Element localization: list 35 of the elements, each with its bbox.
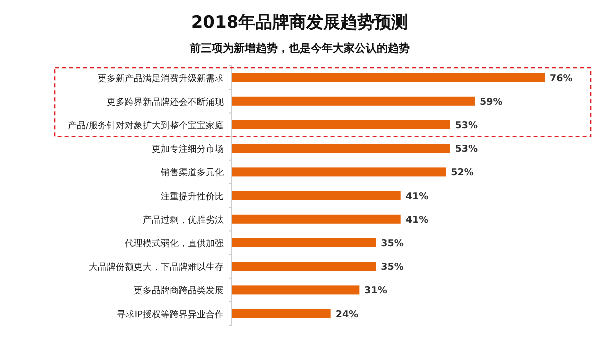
bar bbox=[232, 73, 545, 82]
bar bbox=[232, 144, 450, 154]
chart-title: 2018年品牌商发展趋势预测 bbox=[191, 13, 409, 33]
y-tick-label: 代理模式弱化，直供加强 bbox=[124, 238, 224, 250]
bar bbox=[232, 191, 401, 200]
y-tick-label: 产品过剩，优胜劣汰 bbox=[143, 214, 224, 226]
y-tick-label: 产品/服务针对对象扩大到整个宝宝家庭 bbox=[68, 120, 224, 132]
y-tick-label: 更加专注细分市场 bbox=[152, 144, 224, 156]
data-label: 35% bbox=[381, 238, 404, 250]
chart-subtitle: 前三项为新增趋势，也是今年大家公认的趋势 bbox=[189, 42, 410, 55]
bar bbox=[232, 214, 401, 224]
data-label: 53% bbox=[455, 120, 478, 132]
data-label: 76% bbox=[550, 73, 574, 84]
y-tick-label: 更多跨界新品牌还会不断涌现 bbox=[107, 96, 224, 108]
data-label: 41% bbox=[406, 191, 430, 202]
data-label: 35% bbox=[381, 262, 404, 274]
bar bbox=[232, 286, 360, 295]
y-tick-label: 大品牌份额更大，下品牌难以生存 bbox=[89, 262, 224, 274]
data-label: 24% bbox=[336, 309, 360, 320]
y-tick-label: 更多新产品满足消费升级新需求 bbox=[98, 73, 224, 84]
data-label: 31% bbox=[364, 286, 388, 297]
data-label: 59% bbox=[480, 96, 504, 108]
data-label: 52% bbox=[451, 168, 474, 179]
bar bbox=[232, 120, 450, 130]
bar bbox=[232, 96, 475, 106]
y-tick-label: 更多品牌商跨品类发展 bbox=[134, 286, 224, 297]
bar bbox=[232, 262, 376, 272]
bar bbox=[232, 238, 376, 248]
y-tick-label: 寻求IP授权等跨界异业合作 bbox=[116, 309, 224, 320]
data-label: 53% bbox=[455, 144, 478, 156]
y-tick-label: 注重提升性价比 bbox=[161, 191, 224, 202]
bar bbox=[232, 168, 446, 177]
bar bbox=[232, 309, 331, 318]
data-label: 41% bbox=[406, 214, 430, 226]
y-tick-label: 销售渠道多元化 bbox=[160, 168, 224, 179]
